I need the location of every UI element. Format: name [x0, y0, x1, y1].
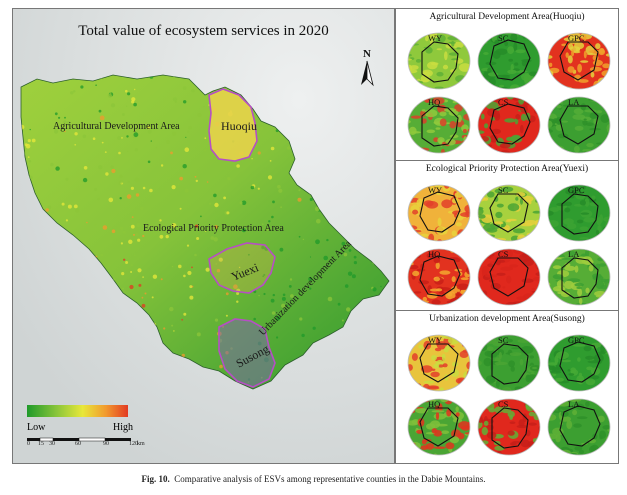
ecosystem-service-minimap	[477, 248, 541, 306]
label-agricultural-area: Agricultural Development Area	[53, 121, 180, 132]
legend-high-label: High	[113, 422, 133, 433]
county-outline	[489, 39, 531, 81]
minimap-label: LA	[568, 399, 580, 409]
ecosystem-service-minimap	[407, 248, 471, 306]
caption-text: Comparative analysis of ESVs among repre…	[174, 474, 486, 484]
map-title: Total value of ecosystem services in 202…	[78, 23, 329, 39]
county-outline	[491, 343, 529, 385]
ecosystem-service-minimap	[547, 248, 611, 306]
minimap-base	[548, 33, 610, 89]
county-outline	[561, 257, 599, 299]
ecosystem-service-minimap	[477, 184, 541, 242]
minimap-label: LA	[568, 97, 580, 107]
ecosystem-service-minimap	[547, 334, 611, 392]
ecosystem-service-minimap	[477, 334, 541, 392]
minimap-label: GPC	[568, 33, 585, 43]
minimap-label: SC	[498, 33, 509, 43]
ecosystem-service-minimap	[407, 334, 471, 392]
county-outline	[489, 193, 529, 233]
minimap-label: WY	[428, 335, 443, 345]
county-outline	[419, 255, 461, 297]
scale-unit: km	[137, 441, 145, 447]
area-panel-title: Ecological Priority Protection Area(Yuex…	[425, 164, 589, 174]
figure-caption: Fig. 10. Comparative analysis of ESVs am…	[0, 474, 627, 484]
ecosystem-service-minimap	[407, 184, 471, 242]
county-outline	[489, 257, 529, 297]
county-outline	[489, 103, 531, 145]
scale-tick-label: 60	[75, 441, 81, 447]
ecosystem-service-minimap	[547, 32, 611, 90]
scale-tick-label: 30	[49, 441, 55, 447]
ecosystem-service-minimap	[547, 184, 611, 242]
county-outline	[421, 41, 459, 83]
minimap-label: CS	[498, 249, 509, 259]
north-letter: N	[363, 48, 371, 60]
county-yuexi	[208, 242, 276, 294]
county-outline	[559, 105, 599, 145]
minimap-label: WY	[428, 185, 443, 195]
county-outline	[561, 193, 599, 235]
county-outline	[559, 405, 601, 447]
main-map-panel: Total value of ecosystem services in 202…	[12, 8, 395, 464]
minimap-label: CS	[498, 97, 509, 107]
minimap-label: WY	[428, 33, 443, 43]
scale-bar	[27, 437, 131, 442]
caption-fig-number: Fig. 10.	[141, 474, 170, 484]
area-panel-title: Urbanization development Area(Susong)	[429, 314, 585, 324]
minimap-label: SC	[498, 335, 509, 345]
minimap-label: LA	[568, 249, 580, 259]
county-outline	[419, 343, 459, 383]
north-arrow-icon	[361, 60, 374, 87]
ecosystem-service-minimap	[477, 398, 541, 456]
county-outline	[421, 105, 459, 147]
legend-low-label: Low	[27, 422, 46, 433]
north-arrow: N	[356, 48, 378, 87]
comparison-panels: Agricultural Development Area(Huoqiu) WY S…	[395, 8, 619, 464]
label-ecological-area: Ecological Priority Protection Area	[143, 223, 284, 234]
county-outline	[559, 41, 599, 81]
county-outline	[559, 341, 601, 383]
scale-tick-label: 15	[38, 441, 44, 447]
ecosystem-service-minimap	[477, 96, 541, 154]
scale-tick-label: 90	[103, 441, 109, 447]
county-outline	[419, 407, 459, 447]
esv-map	[13, 9, 394, 463]
minimap-label: CS	[498, 399, 509, 409]
county-outline	[491, 407, 529, 449]
ecosystem-service-minimap	[407, 96, 471, 154]
minimap-texture	[478, 335, 540, 391]
ecosystem-service-minimap	[407, 32, 471, 90]
minimap-label: HQ	[428, 249, 441, 259]
minimap-label: GPC	[568, 185, 585, 195]
label-huoqiu: Huoqiu	[221, 119, 257, 133]
area-panel: Urbanization development Area(Susong) WY S…	[396, 311, 618, 462]
area-panel: Ecological Priority Protection Area(Yuex…	[396, 161, 618, 311]
county-huoqiu	[208, 88, 258, 162]
minimap-label: GPC	[568, 335, 585, 345]
scale-tick-label: 120	[129, 441, 138, 447]
legend-color-ramp	[27, 405, 128, 417]
area-panel-title: Agricultural Development Area(Huoqiu)	[429, 12, 585, 22]
study-area-region	[20, 74, 390, 390]
ecosystem-service-minimap	[547, 398, 611, 456]
minimap-label: SC	[498, 185, 509, 195]
scale-tick-label: 0	[27, 441, 30, 447]
minimap-label: HQ	[428, 97, 441, 107]
county-outline	[419, 191, 461, 233]
county-susong	[218, 318, 276, 388]
minimap-label: HQ	[428, 399, 441, 409]
ecosystem-service-minimap	[547, 96, 611, 154]
ecosystem-service-minimap	[477, 32, 541, 90]
area-panel: Agricultural Development Area(Huoqiu) WY S…	[396, 9, 618, 161]
ecosystem-service-minimap	[407, 398, 471, 456]
